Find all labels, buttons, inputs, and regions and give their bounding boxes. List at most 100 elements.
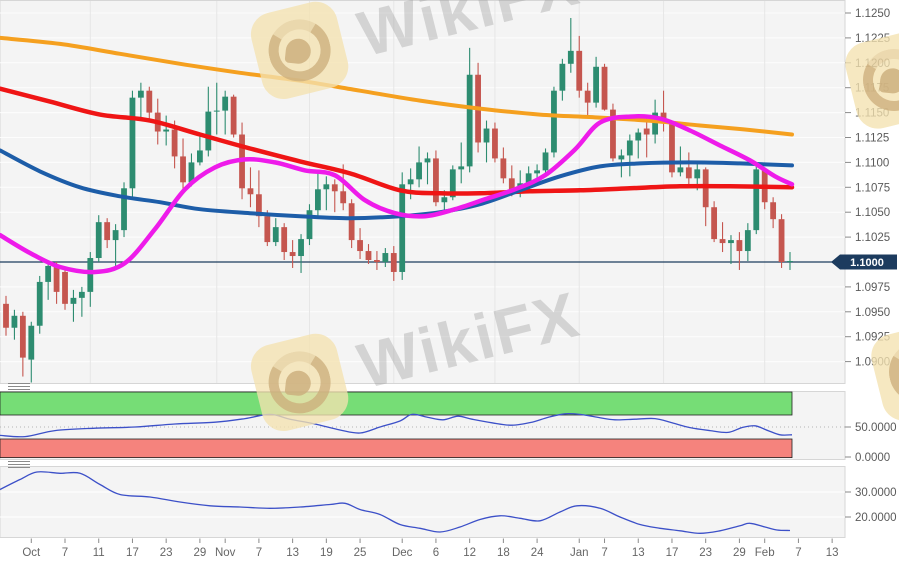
candle [685,167,692,179]
candle [525,173,532,184]
candle [694,169,701,179]
candle [382,253,389,262]
candle [441,197,448,203]
candle [669,123,675,173]
candle [500,158,507,179]
candle [492,128,498,159]
candle [3,303,9,328]
candle [213,110,220,112]
candle [374,260,380,262]
candle [78,291,85,298]
svg-text:13: 13 [826,547,839,559]
candle [466,74,473,167]
svg-text:29: 29 [193,547,206,559]
svg-text:1.0925: 1.0925 [855,332,890,344]
candle [104,222,111,241]
svg-text:7: 7 [62,547,68,559]
candle [778,219,785,262]
candle [171,129,178,157]
candle [711,207,718,240]
svg-text:1.1100: 1.1100 [855,157,889,169]
candle [256,194,262,217]
candle [593,66,599,103]
oversold-band [0,438,793,459]
candle [121,188,127,231]
main-price-panel [0,0,846,537]
oscillator-panel-1 [0,391,846,460]
svg-text:1.0975: 1.0975 [855,282,890,294]
time-axis[interactable]: Oct 7 11 17 23 29 Nov 7 13 19 25 Dec 6 12 18 24 Jan 7 13 17… [22,538,839,560]
oscillator-panel-2 [0,466,846,538]
current-price-tag: 1.1000 [831,254,897,270]
candle [559,63,566,91]
svg-text:1.1225: 1.1225 [855,33,890,45]
candle [247,188,254,195]
svg-text:17: 17 [126,547,139,559]
candle [264,216,271,243]
svg-text:1.1025: 1.1025 [855,232,890,244]
svg-text:29: 29 [733,547,746,559]
candle [458,166,465,170]
svg-text:1.1200: 1.1200 [855,58,890,70]
candle [87,258,94,292]
candle [45,265,52,282]
ma-orange-line [0,35,794,137]
candle [129,97,136,189]
svg-text:Dec: Dec [392,547,413,559]
candle [163,129,170,132]
candle [635,132,642,141]
svg-text:30.0000: 30.0000 [855,487,897,499]
candle [196,150,203,163]
svg-text:1.0950: 1.0950 [855,307,890,319]
candle [348,203,355,241]
candle [180,156,186,183]
candle [601,66,608,110]
panel-resize-grip-icon[interactable] [8,383,30,391]
candle [188,162,195,183]
svg-text:25: 25 [354,547,367,559]
candle [610,109,616,159]
svg-text:50.0000: 50.0000 [855,422,897,434]
candle [272,227,279,243]
candle [137,90,144,98]
candle [28,325,35,360]
candle [365,251,372,261]
panel-resize-grip-icon[interactable] [8,461,30,469]
ma-magenta-line [0,114,795,275]
svg-text:6: 6 [433,547,439,559]
candle [62,271,68,304]
svg-text:1.1000: 1.1000 [850,257,884,269]
candle [407,179,414,185]
ma-red-line [0,86,795,196]
svg-text:Jan: Jan [570,547,589,559]
candle [744,230,751,252]
svg-text:Nov: Nov [215,547,236,559]
candle [289,252,296,257]
svg-text:23: 23 [699,547,712,559]
svg-text:7: 7 [256,547,262,559]
candle [542,152,549,171]
candle [19,315,26,358]
oscillator-1-line [0,412,793,438]
candle [618,155,625,160]
svg-text:18: 18 [497,547,510,559]
candle [340,191,347,204]
candle [70,297,77,304]
candle [551,90,557,153]
svg-text:1.1250: 1.1250 [855,8,890,20]
svg-text:11: 11 [93,547,105,559]
svg-text:24: 24 [531,547,544,559]
candle [205,111,212,151]
candle [719,239,726,244]
svg-text:1.1050: 1.1050 [855,207,890,219]
svg-text:Feb: Feb [755,547,775,559]
candle [357,240,363,252]
candle [567,50,574,64]
candle [11,315,18,328]
candle [222,96,229,111]
candle [306,210,313,240]
candle [424,158,431,163]
candle [677,167,684,173]
